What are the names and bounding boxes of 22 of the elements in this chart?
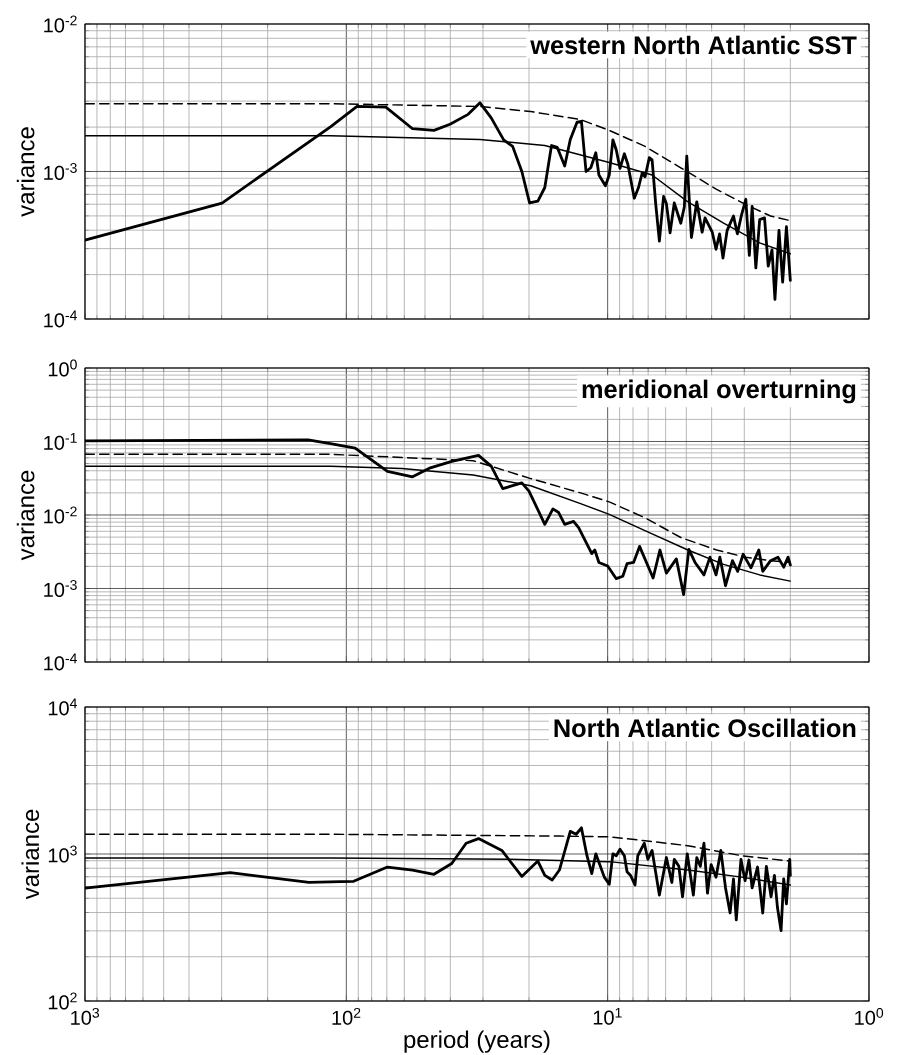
x-tick-label: 10$^{1}$ <box>593 1007 622 1025</box>
x-tick-label: 10$^{3}$ <box>71 1007 100 1025</box>
x-axis-title: period (years) <box>404 1030 550 1053</box>
y-tick-label: 10$^{2}$ <box>48 992 77 1010</box>
y-tick-label: 10$^{-1}$ <box>44 433 77 450</box>
y-tick-label: 10$^{0}$ <box>48 359 77 377</box>
y-tick-label: 10$^{-3}$ <box>44 163 77 180</box>
y-tick-label: 10$^{3}$ <box>48 845 77 863</box>
chart-title: meridional overturning <box>582 379 856 404</box>
y-tick-label: 10$^{4}$ <box>48 698 77 716</box>
chart-title: North Atlantic Oscillation <box>554 718 856 738</box>
y-tick-label: 10$^{-3}$ <box>44 580 77 597</box>
y-axis-title: variance <box>16 470 35 561</box>
chart-title: western North Atlantic SST <box>530 35 857 55</box>
y-axis-title: variance <box>21 809 40 900</box>
x-tick-label: 10$^{2}$ <box>332 1007 361 1025</box>
y-tick-label: 10$^{-2}$ <box>44 506 77 524</box>
y-tick-label: 10$^{-4}$ <box>44 310 77 328</box>
y-axis-title: variance <box>16 127 35 217</box>
x-tick-label: 10$^{0}$ <box>855 1007 884 1025</box>
y-tick-label: 10$^{-4}$ <box>44 653 77 671</box>
y-tick-label: 10$^{-2}$ <box>44 15 77 33</box>
